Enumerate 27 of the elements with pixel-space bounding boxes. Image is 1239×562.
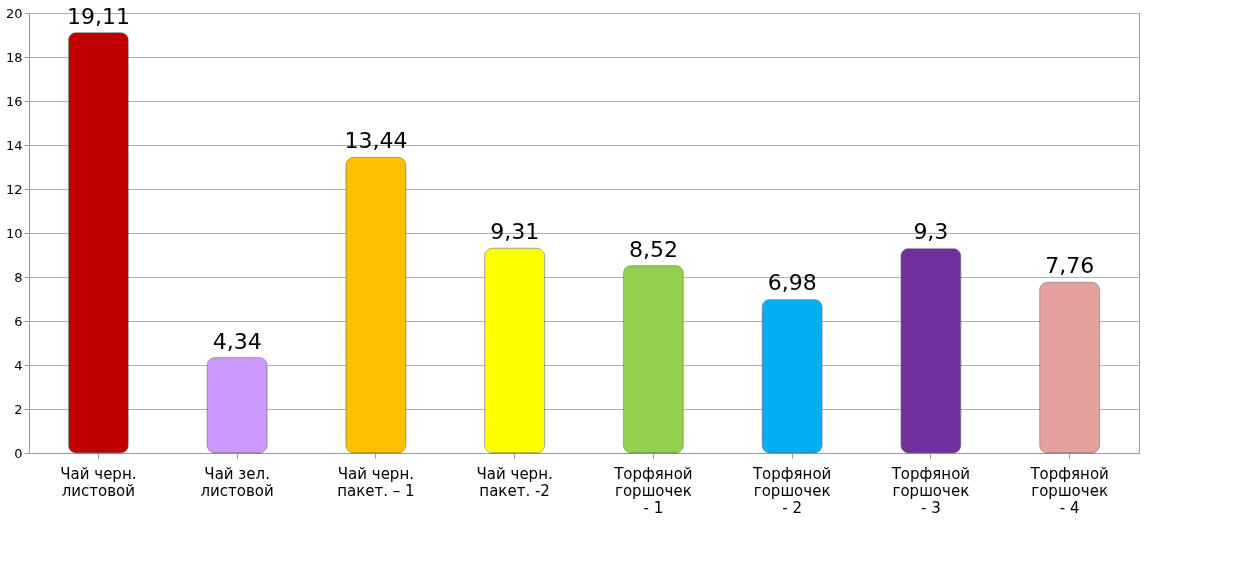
y-tick-label: 10 — [5, 225, 23, 241]
data-label: 8,52 — [628, 236, 678, 262]
x-tick-label: Чай зел. листовой — [200, 464, 274, 500]
data-label: 9,31 — [490, 219, 540, 245]
x-tick-label: Торфяной горшочек - 4 — [1029, 464, 1109, 517]
data-label: 6,98 — [767, 270, 817, 296]
y-tick-label: 4 — [14, 357, 23, 373]
y-tick-label: 8 — [14, 269, 23, 285]
y-tick-label: 18 — [5, 49, 23, 65]
y-tick-label: 0 — [14, 445, 23, 461]
data-label: 13,44 — [344, 128, 408, 154]
y-tick-label: 14 — [5, 137, 23, 153]
data-label: 7,76 — [1045, 253, 1095, 279]
y-tick-label: 6 — [14, 313, 23, 329]
y-tick-label: 16 — [5, 93, 23, 109]
data-label: 19,11 — [66, 3, 130, 29]
x-tick-label: Чай черн. пакет. – 1 — [337, 464, 415, 500]
x-tick-label: Торфяной горшочек - 2 — [751, 464, 832, 517]
x-tick-label: Чай черн. листовой — [60, 464, 137, 500]
x-tick-label: Торфяной горшочек - 1 — [613, 464, 693, 517]
y-tick-label: 12 — [5, 181, 23, 197]
y-tick-label: 2 — [14, 401, 23, 417]
data-label: 4,34 — [212, 328, 262, 354]
y-tick-label: 20 — [5, 5, 23, 21]
x-tick-label: Чай черн. пакет. -2 — [476, 464, 553, 500]
data-label: 9,3 — [913, 219, 949, 245]
x-tick-label: Торфяной горшочек - 3 — [890, 464, 971, 517]
